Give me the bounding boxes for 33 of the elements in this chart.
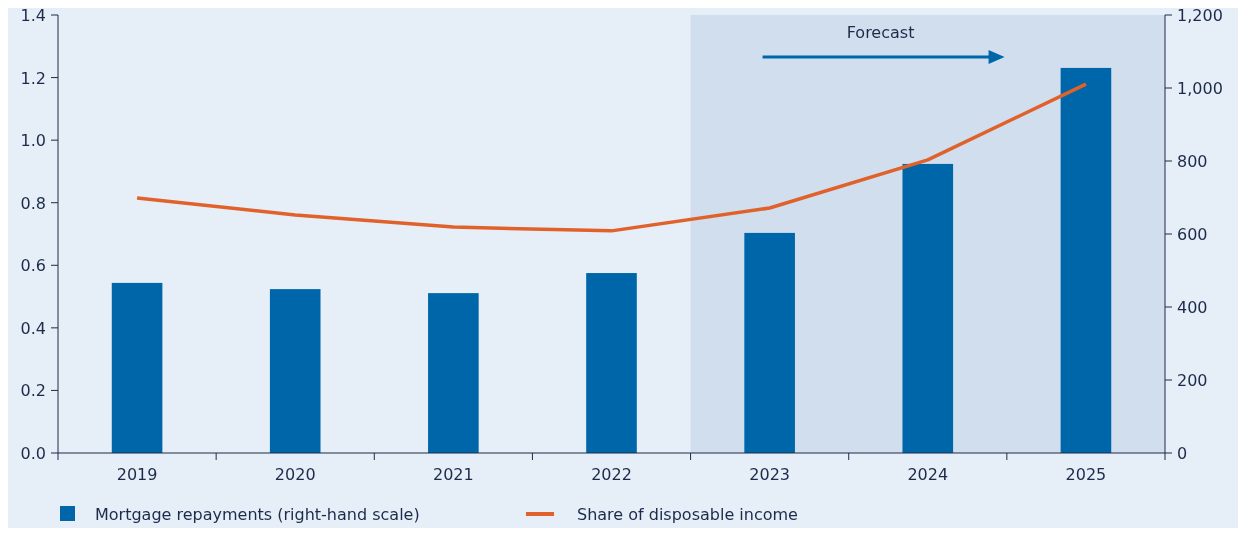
y2-tick-label: 0 (1177, 444, 1188, 463)
y2-tick-label: 800 (1177, 152, 1208, 171)
y-tick-label: 0.8 (20, 193, 46, 213)
y-tick-label: 1.0 (20, 131, 46, 151)
x-tick-label: 2022 (591, 465, 632, 484)
x-tick-label: 2021 (433, 465, 474, 484)
legend-label: Share of disposable income (577, 505, 798, 524)
bar (902, 163, 954, 453)
y-tick-label: 0.2 (20, 381, 46, 401)
y-tick-label: 0.6 (20, 256, 46, 276)
legend-label: Mortgage repayments (right-hand scale) (95, 505, 420, 524)
band-label: Forecast (846, 23, 915, 42)
x-tick-label: 2023 (749, 465, 790, 484)
y-tick-label: 0.4 (20, 318, 46, 338)
y2-tick-label: 400 (1177, 298, 1208, 317)
bar (744, 232, 795, 453)
y-tick-label: 1.2 (20, 68, 46, 88)
bar (586, 273, 637, 453)
y2-tick-label: 200 (1177, 371, 1208, 390)
x-tick-label: 2024 (907, 465, 949, 484)
line-series (135, 82, 1088, 233)
bar (111, 282, 163, 453)
y2-tick-label: 1,000 (1177, 79, 1223, 98)
bar (269, 289, 321, 453)
y2-tick-label: 1,200 (1177, 6, 1223, 25)
bar (428, 293, 479, 453)
x-tick-label: 2025 (1065, 465, 1107, 484)
x-tick-label: 2020 (274, 465, 316, 484)
y2-tick-label: 600 (1177, 225, 1208, 244)
y-tick-label: 1.4 (20, 6, 46, 25)
bar (1060, 67, 1112, 453)
x-tick-label: 2019 (116, 465, 158, 484)
y-tick-label: 0.0 (20, 444, 46, 463)
